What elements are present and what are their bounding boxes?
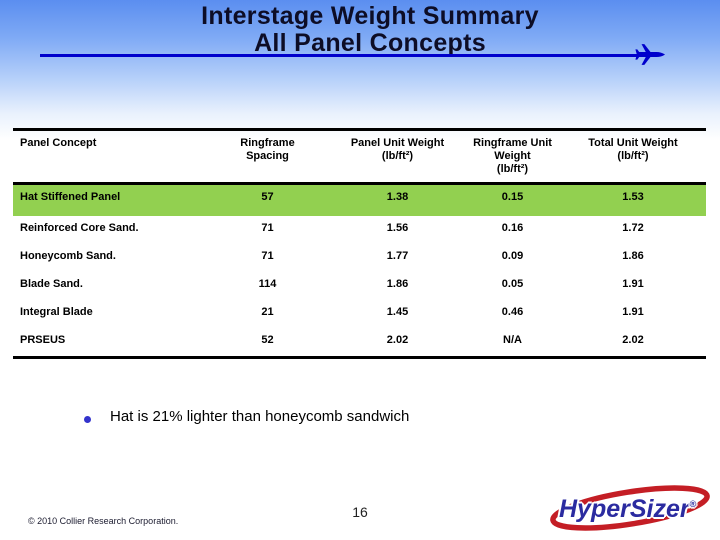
weight-summary-table: Panel Concept Ringframe Spacing Panel Un… [13,128,706,359]
logo-text: HyperSizer® [559,495,696,524]
table-top-border [13,128,706,131]
cell-total-unit-weight: 1.86 [622,250,644,262]
cell-panel-unit-weight: 1.86 [386,278,409,290]
cell-concept: Integral Blade [20,306,93,318]
header-line: Panel Concept [20,137,97,149]
cell-concept: PRSEUS [20,334,66,346]
bullet-item: Hat is 21% lighter than honeycomb sandwi… [84,408,409,425]
cell-ringframe-spacing: 114 [258,278,277,290]
logo-wordmark: HyperSizer [559,495,690,523]
cell-ringframe-unit-weight: 0.05 [501,278,524,290]
cell-total-unit-weight: 1.53 [622,191,644,203]
table-row-hat-stiffened: Hat Stiffened Panel 57 1.38 0.15 1.53 [13,185,706,216]
header-line: (lb/ft²) [381,150,414,162]
cell-total-unit-weight: 1.91 [622,306,644,318]
cell-ringframe-unit-weight: 0.09 [501,250,524,262]
cell-ringframe-unit-weight: 0.16 [501,222,524,234]
hypersizer-logo: HyperSizer® [548,483,714,536]
table-bottom-border [13,356,706,359]
slide-title: Interstage Weight Summary All Panel Conc… [10,3,720,57]
title-underline-rule [40,54,638,57]
airplane-icon [635,44,666,65]
cell-panel-unit-weight: 1.77 [386,250,409,262]
header-line: (lb/ft²) [496,163,529,175]
column-header-total-unit-weight: Total Unit Weight (lb/ft²) [560,131,706,182]
cell-panel-unit-weight: 1.45 [386,306,409,318]
cell-ringframe-unit-weight: 0.15 [501,191,524,203]
table-row-blade-sand: Blade Sand. 114 1.86 0.05 1.91 [13,272,706,300]
cell-panel-unit-weight: 1.56 [386,222,409,234]
bullet-dot-icon [84,416,91,423]
header-line: Ringframe [240,137,295,149]
registered-trademark-symbol: ® [689,499,697,509]
cell-ringframe-spacing: 21 [261,306,274,318]
header-line: Panel Unit Weight [350,137,445,149]
copyright-text: © 2010 Collier Research Corporation. [28,516,179,526]
bullet-text: Hat is 21% lighter than honeycomb sandwi… [110,408,410,425]
table-header-border [13,182,706,185]
cell-total-unit-weight: 1.72 [622,222,644,234]
cell-ringframe-spacing: 71 [261,250,274,262]
cell-concept: Hat Stiffened Panel [20,191,121,203]
cell-total-unit-weight: 2.02 [622,334,644,346]
column-header-panel-unit-weight: Panel Unit Weight (lb/ft²) [330,131,465,182]
header-line: Weight [494,150,531,162]
cell-concept: Reinforced Core Sand. [20,222,139,234]
cell-concept: Blade Sand. [20,278,83,290]
cell-panel-unit-weight: 2.02 [386,334,409,346]
column-header-ringframe-unit-weight: Ringframe Unit Weight (lb/ft²) [465,131,560,182]
logo-swoosh-icon [550,485,710,531]
cell-panel-unit-weight: 1.38 [386,191,409,203]
slide-title-line1: Interstage Weight Summary [201,2,539,30]
header-line: Spacing [246,150,289,162]
table-row-honeycomb: Honeycomb Sand. 71 1.77 0.09 1.86 [13,244,706,272]
table-row-prseus: PRSEUS 52 2.02 N/A 2.02 [13,328,706,356]
header-line: (lb/ft²) [617,150,649,162]
table-row-reinforced-core: Reinforced Core Sand. 71 1.56 0.16 1.72 [13,216,706,244]
slide-title-line2: All Panel Concepts [254,29,486,57]
cell-ringframe-unit-weight: 0.46 [501,306,524,318]
cell-ringframe-unit-weight: N/A [503,334,522,346]
cell-total-unit-weight: 1.91 [622,278,644,290]
header-line: Ringframe Unit [473,137,552,149]
cell-ringframe-spacing: 57 [261,191,274,203]
column-header-panel-concept: Panel Concept [13,131,205,182]
column-header-ringframe-spacing: Ringframe Spacing [205,131,330,182]
page-number: 16 [352,504,368,520]
table-header-row: Panel Concept Ringframe Spacing Panel Un… [13,131,706,182]
header-line: Total Unit Weight [588,137,678,149]
table-row-integral-blade: Integral Blade 21 1.45 0.46 1.91 [13,300,706,328]
cell-ringframe-spacing: 71 [261,222,274,234]
cell-ringframe-spacing: 52 [261,334,274,346]
cell-concept: Honeycomb Sand. [20,250,116,262]
